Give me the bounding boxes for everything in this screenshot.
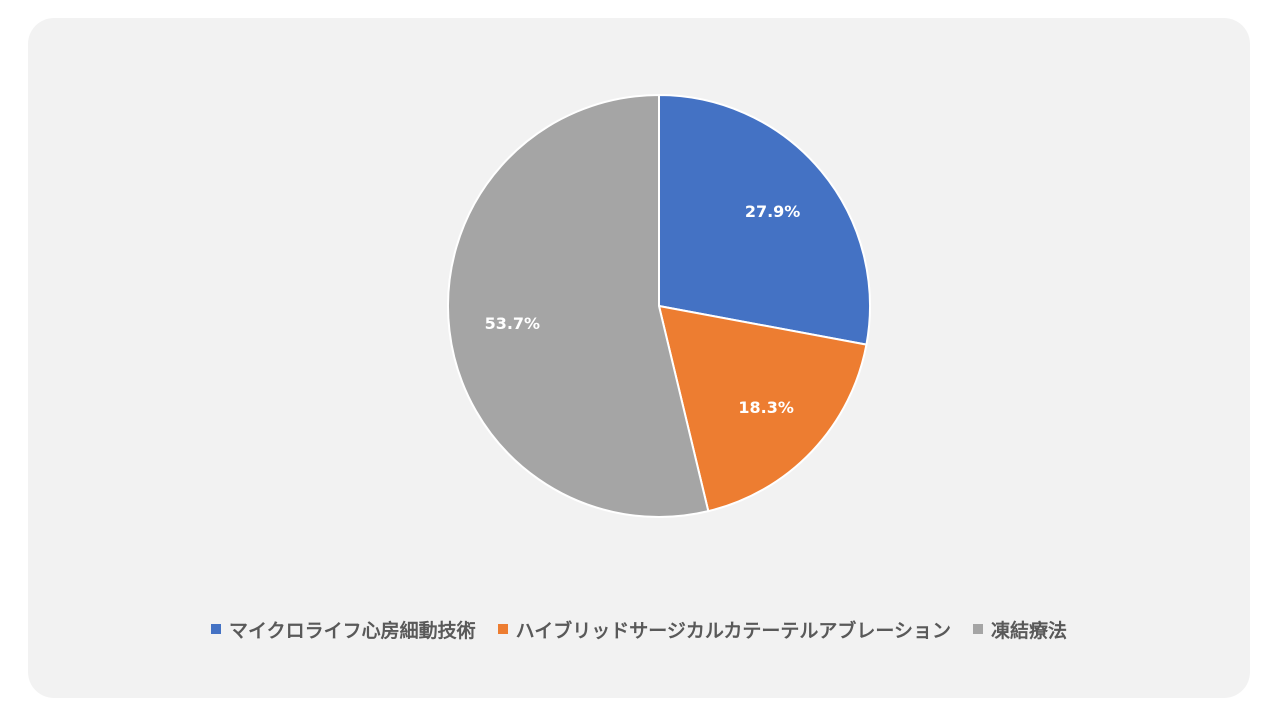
pie-slice-0[interactable] (658, 94, 871, 346)
legend-label-2: 凍結療法 (990, 619, 1067, 642)
chart-card: 27.9% 18.3% 53.7% マイクロライフ心房細動技術 ハイブリッドサージカ… (28, 18, 1250, 698)
pie-chart: 27.9% 18.3% 53.7% (447, 94, 871, 518)
legend-swatch-1 (497, 624, 508, 634)
legend-item-0[interactable]: マイクロライフ心房細動技術 (211, 616, 476, 643)
pie-data-labels: 27.9% 18.3% 53.7% (485, 202, 801, 417)
legend-swatch-2 (972, 624, 983, 634)
data-label-0: 27.9% (745, 202, 801, 221)
data-label-2: 53.7% (485, 314, 541, 333)
pie-slice-2[interactable] (447, 94, 710, 518)
data-label-1: 18.3% (738, 398, 794, 417)
pie-slices (447, 94, 871, 518)
legend: マイクロライフ心房細動技術 ハイブリッドサージカルカテーテルアブレーション 凍結… (28, 614, 1250, 644)
legend-item-1[interactable]: ハイブリッドサージカルカテーテルアブレーション (497, 616, 951, 643)
legend-label-0: マイクロライフ心房細動技術 (229, 619, 476, 642)
legend-label-1: ハイブリッドサージカルカテーテルアブレーション (515, 619, 951, 642)
pie-slice-1[interactable] (658, 305, 868, 513)
legend-swatch-0 (211, 624, 222, 634)
legend-item-2[interactable]: 凍結療法 (972, 616, 1067, 643)
